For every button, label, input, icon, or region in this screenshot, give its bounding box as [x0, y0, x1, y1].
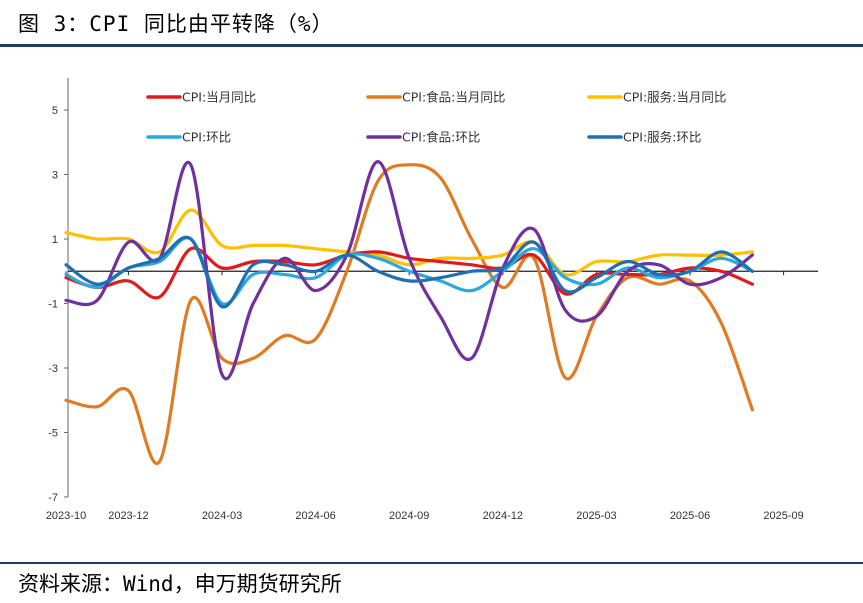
x-tick-label: 2025-06 [670, 510, 710, 522]
x-tick-label: 2024-06 [295, 510, 335, 522]
y-tick-label: 3 [52, 170, 58, 182]
legend-label: CPI:服务:当月同比 [623, 90, 726, 105]
x-tick-label: 2024-12 [483, 510, 523, 522]
x-tick-label: 2024-03 [202, 510, 242, 522]
y-tick-label: -3 [48, 363, 58, 375]
legend-label: CPI:当月同比 [182, 90, 256, 105]
series-line-3 [64, 208, 754, 277]
y-tick-label: 5 [52, 105, 58, 117]
source-rule [0, 562, 863, 564]
series-line-2 [64, 163, 754, 466]
figure-title: 图 3：CPI 同比由平转降（%） [18, 12, 334, 36]
legend-label: CPI:食品:环比 [402, 130, 480, 145]
legend-label: CPI:环比 [182, 130, 231, 145]
chart-legend: CPI:当月同比 CPI:食品:当月同比 CPI:服务:当月同比 CPI:环比 CPI:… [146, 90, 726, 145]
x-tick-label: 2025-03 [576, 510, 616, 522]
y-tick-label: -1 [48, 299, 58, 311]
chart-axes: 5 3 1 -1 -3 -5 -7 2023-10 2023-12 2024-03 2024-06 2… [46, 77, 818, 522]
x-tick-label: 2023-12 [108, 510, 148, 522]
cpi-line-chart: CPI:当月同比 CPI:食品:当月同比 CPI:服务:当月同比 CPI:环比 CPI:… [46, 77, 818, 522]
legend-label: CPI:食品:当月同比 [402, 90, 505, 105]
title-rule [0, 44, 863, 47]
chart-series [64, 160, 754, 466]
series-line-6 [64, 235, 754, 309]
source-note: 资料来源：Wind，申万期货研究所 [18, 572, 342, 596]
series-line-5 [64, 160, 754, 381]
x-tick-label: 2024-09 [389, 510, 429, 522]
legend-label: CPI:服务:环比 [623, 130, 701, 145]
x-tick-label: 2023-10 [46, 510, 86, 522]
y-tick-label: -5 [48, 428, 58, 440]
y-tick-label: -7 [48, 492, 58, 504]
x-tick-label: 2025-09 [763, 510, 803, 522]
y-tick-label: 1 [52, 234, 58, 246]
